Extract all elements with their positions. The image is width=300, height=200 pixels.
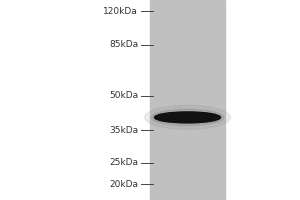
Ellipse shape: [154, 112, 220, 123]
Text: 35kDa: 35kDa: [109, 126, 138, 135]
Text: 20kDa: 20kDa: [109, 180, 138, 189]
Text: 85kDa: 85kDa: [109, 40, 138, 49]
Text: 25kDa: 25kDa: [109, 158, 138, 167]
Bar: [150, 0, 225, 200]
Text: 50kDa: 50kDa: [109, 91, 138, 100]
Ellipse shape: [151, 109, 224, 126]
Ellipse shape: [145, 105, 230, 130]
Text: 120kDa: 120kDa: [103, 7, 138, 16]
